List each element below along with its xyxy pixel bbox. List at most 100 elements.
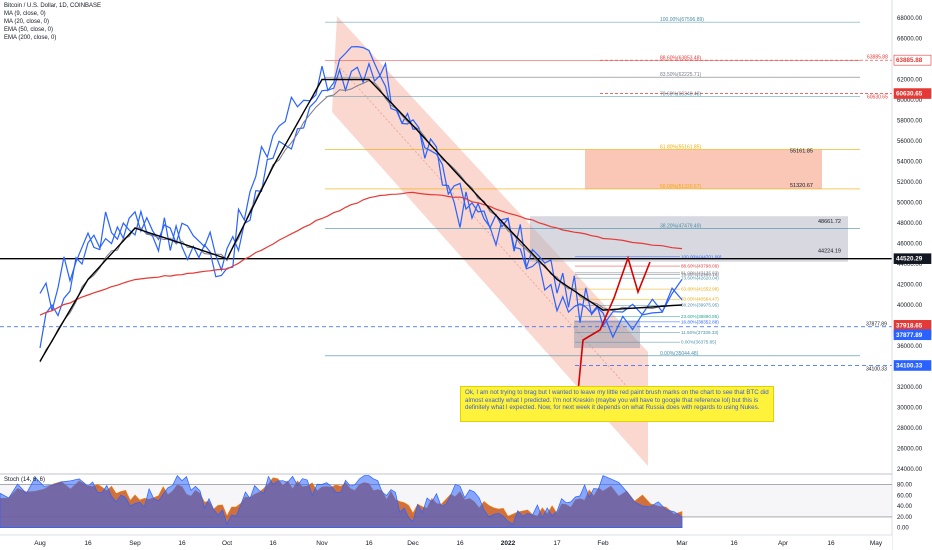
fib-level-label: 61.80%(55161.85): [660, 145, 701, 151]
series-line-4: [39, 191, 683, 316]
time-tick-label: Dec: [407, 540, 419, 547]
zone-label: 55161.85: [790, 149, 813, 155]
price-tick-label: 42000.00: [897, 283, 923, 289]
stoch-tick-label: 40.00: [897, 504, 913, 510]
price-tick-label: 32000.00: [897, 385, 923, 391]
price-tag-label: 44520.29: [896, 256, 923, 263]
time-tick-label: May: [870, 540, 883, 547]
price-tag-label: 37918.65: [896, 322, 923, 329]
target-zone-upper: [585, 149, 822, 189]
time-axis-bg: [0, 535, 892, 550]
stoch-k-area: [0, 474, 683, 528]
fib-sub-level-label: 88.60%(43798.09): [681, 264, 719, 269]
price-tick-label: 54000.00: [897, 160, 923, 166]
price-tick-label: 28000.00: [897, 426, 923, 432]
prediction-brush: [577, 255, 651, 393]
price-tick-label: 50000.00: [897, 201, 923, 207]
resistance-line-label: 63885.88: [867, 55, 888, 61]
time-tick-label: Feb: [597, 540, 609, 547]
fib-sub-level-label: 73.60%(42620.04): [681, 276, 719, 281]
price-tick-label: 24000.00: [897, 467, 923, 473]
price-tag-label: 34100.33: [896, 362, 923, 369]
fib-sub-level-label: 0.00%(36375.85): [681, 340, 717, 345]
price-tick-label: 58000.00: [897, 119, 923, 125]
consolidation-box: [574, 320, 640, 349]
fib-sub-level-label: 11.50%(37339.33): [681, 330, 719, 335]
price-tick-label: 40000.00: [897, 303, 923, 309]
fib-level-label: 88.60%(63853.48): [660, 56, 701, 62]
time-tick-label: 16: [269, 540, 277, 547]
chart-legend: Bitcoin / U.S. Dollar, 1D, COINBASE MA (…: [4, 2, 101, 42]
fib-sub-level-label: 16.80%(38352.88): [681, 319, 719, 324]
price-tick-label: 48000.00: [897, 221, 923, 227]
time-tick-label: Oct: [222, 540, 232, 547]
legend-ma20: MA (20, close, 0): [4, 19, 50, 25]
price-tag: [893, 360, 932, 371]
fib-level-label: 83.50%(62225.71): [660, 72, 701, 78]
time-tick-label: 16: [456, 540, 464, 547]
price-tick-label: 62000.00: [897, 78, 923, 84]
fib-level-label: 100.00%(67596.89): [660, 17, 704, 23]
stoch-tick-label: 80.00: [897, 483, 913, 489]
zone-label: 51320.67: [790, 183, 813, 189]
price-tick-label: 56000.00: [897, 139, 923, 145]
fib-sub-level-label: 63.80%(41552.98): [681, 287, 719, 292]
price-tick-label: 60000.00: [897, 98, 923, 104]
fib-level-label: 78.60%(60340.48): [660, 92, 701, 98]
fib-sub-level-label: 50.00%(40564.47): [681, 297, 719, 302]
time-tick-label: 16: [730, 540, 738, 547]
stoch-tick-label: 0.00: [897, 526, 909, 532]
price-tag: [893, 54, 932, 66]
zone-label: 48661.72: [818, 219, 841, 225]
price-tick-label: 36000.00: [897, 344, 923, 350]
zone-label: 44224.19: [818, 249, 841, 255]
price-tag-label: 60630.65: [896, 91, 923, 98]
resistance-zone: [530, 216, 848, 262]
price-tick-label: 46000.00: [897, 242, 923, 248]
price-tick-label: 52000.00: [897, 180, 923, 186]
price-tag: [893, 329, 932, 341]
time-tick-label: Apr: [778, 540, 789, 547]
price-tag-label: 37877.89: [896, 332, 923, 339]
fib-sub-level-label: 23.60%(38890.85): [681, 314, 719, 319]
time-tick-label: 16: [827, 540, 835, 547]
descending-channel: [332, 16, 648, 466]
legend-ma9: MA (9, close, 0): [4, 11, 46, 17]
time-tick-label: Nov: [316, 540, 328, 547]
time-tick-label: Aug: [34, 540, 46, 547]
time-tick-label: 17: [553, 540, 561, 547]
time-tick-label: Sep: [129, 540, 141, 547]
legend-title: Bitcoin / U.S. Dollar, 1D, COINBASE: [4, 3, 102, 9]
support-line-label: 34100.33: [866, 366, 887, 372]
stoch-tick-label: 20.00: [897, 515, 913, 521]
ema50-line: [39, 78, 683, 362]
price-tick-label: 44000.00: [897, 262, 923, 268]
price-tick-label: 30000.00: [897, 406, 923, 412]
legend-ema200: EMA (200, close, 0): [4, 35, 57, 41]
current-price-tag: 37877.89: [866, 321, 887, 327]
price-tag-label: 63885.88: [896, 57, 923, 64]
fib-sub-level-label: 78.60%(42960.16): [681, 272, 719, 277]
fib-level-label: 38.20%(47479.49): [660, 223, 701, 229]
annotation-note[interactable]: Ok, I am not trying to brag but I wanted…: [460, 386, 774, 422]
fib-level-label: 50.00%(51320.67): [660, 184, 701, 190]
time-tick-label: Mar: [676, 540, 688, 547]
time-tick-label: 2022: [501, 540, 516, 547]
fib-level-label: 0.00%(35044.48): [660, 351, 699, 357]
fib-sub-level-label: 100.00%(44701.09): [681, 254, 722, 259]
fib-sub-level-label: 38.20%(39975.95): [681, 303, 719, 308]
stoch-tick-label: 60.00: [897, 493, 913, 499]
time-tick-label: 16: [84, 540, 92, 547]
price-tick-label: 66000.00: [897, 37, 923, 43]
price-tick-label: 26000.00: [897, 447, 923, 453]
legend-ema50: EMA (50, close, 0): [4, 27, 54, 33]
time-tick-label: 16: [365, 540, 373, 547]
price-tick-label: 68000.00: [897, 16, 923, 22]
time-tick-label: 16: [178, 540, 186, 547]
resistance-line-label: 60630.65: [867, 95, 888, 101]
stoch-label: Stoch (14, 6, 6): [4, 477, 46, 483]
fib-sub-level-label: 81.00%(43135.83): [681, 270, 719, 275]
price-tag: [893, 88, 932, 99]
series-line-1: [39, 45, 683, 339]
